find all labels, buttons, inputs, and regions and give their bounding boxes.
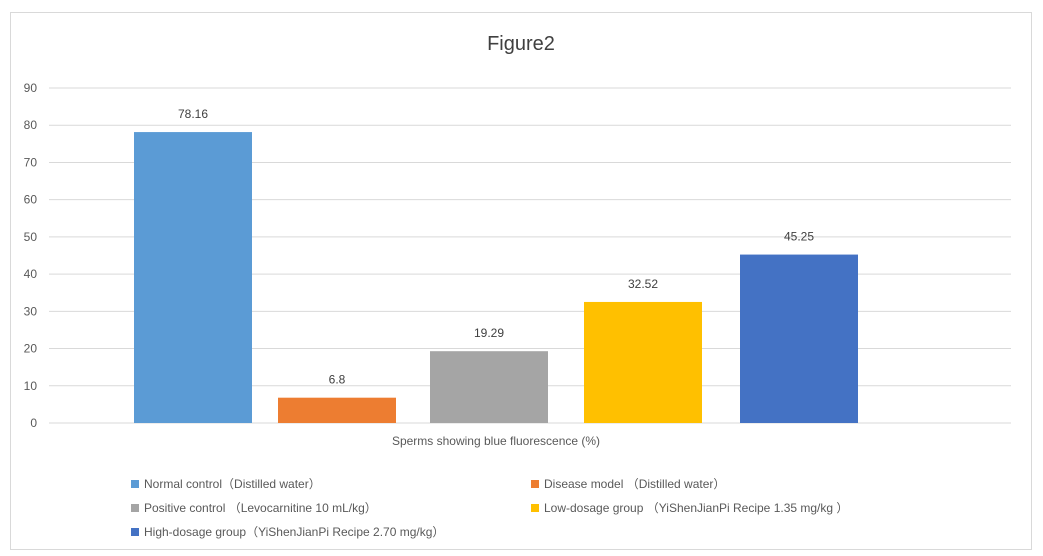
legend-swatch: [531, 503, 539, 512]
bar: [740, 254, 858, 423]
y-tick-label: 80: [24, 118, 38, 132]
legend-label: Low-dosage group （YiShenJianPi Recipe 1.…: [544, 501, 849, 515]
y-tick-label: 50: [24, 230, 38, 244]
legend-label: High-dosage group（YiShenJianPi Recipe 2.…: [144, 525, 445, 539]
legend-item: Normal control（Distilled water）: [131, 475, 321, 492]
x-axis-label: Sperms showing blue fluorescence (%): [392, 434, 600, 448]
y-tick-label: 40: [24, 267, 38, 281]
data-label: 78.16: [178, 107, 208, 121]
bar: [278, 397, 396, 423]
bar: [134, 132, 252, 423]
legend-item: Low-dosage group （YiShenJianPi Recipe 1.…: [531, 499, 848, 516]
y-tick-label: 60: [24, 193, 38, 207]
data-label: 6.8: [329, 373, 346, 387]
y-tick-label: 0: [30, 416, 37, 430]
y-tick-label: 70: [24, 155, 38, 169]
legend-item: Positive control （Levocarnitine 10 mL/kg…: [131, 499, 377, 516]
y-tick-label: 90: [24, 81, 38, 95]
chart-plot: 0 10 20 30 40 50 60 70 80 90 78.16 6.8 19.29 32.52 45.…: [24, 81, 1011, 448]
bar: [430, 351, 548, 423]
legend-label: Positive control （Levocarnitine 10 mL/kg…: [144, 501, 377, 515]
legend-item: High-dosage group（YiShenJianPi Recipe 2.…: [131, 523, 444, 540]
y-tick-label: 10: [24, 379, 38, 393]
legend-label: Normal control（Distilled water）: [144, 477, 321, 491]
data-label: 32.52: [628, 277, 658, 291]
y-tick-label: 30: [24, 304, 38, 318]
y-tick-label: 20: [24, 342, 38, 356]
chart-title: Figure2: [487, 33, 555, 55]
legend-swatch: [131, 479, 139, 488]
legend-swatch: [531, 479, 539, 488]
data-label: 45.25: [784, 230, 814, 244]
legend-swatch: [131, 503, 139, 512]
legend-swatch: [131, 527, 139, 536]
chart-frame: Figure2 0 10 20 30 40 50 60 70 80 90 78.16 6.8 19.29…: [10, 12, 1032, 550]
bar: [584, 301, 702, 423]
legend-label: Disease model （Distilled water）: [544, 477, 726, 491]
data-label: 19.29: [474, 326, 504, 340]
legend-item: Disease model （Distilled water）: [531, 475, 725, 492]
